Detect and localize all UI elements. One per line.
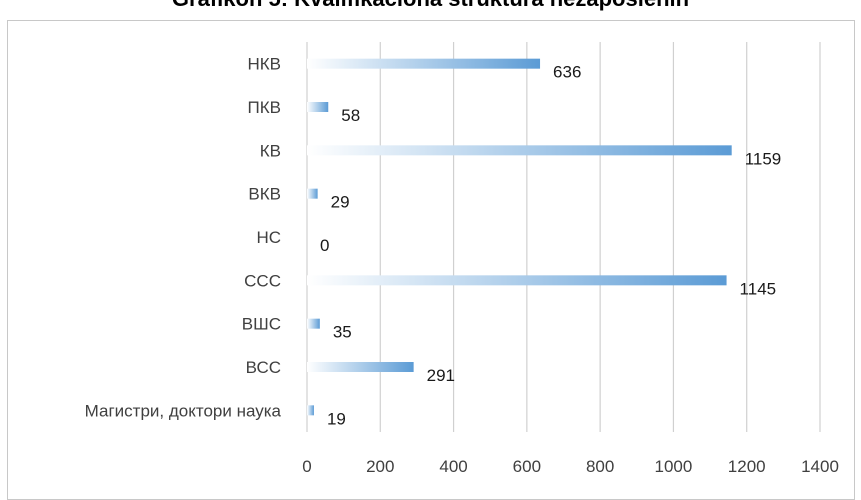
labels: 0 200 400 600 800 1000 1200 1400 НКВ 636 ПКВ 58 КВ 11… [85,55,839,476]
data-label: 1159 [745,149,782,168]
bar [307,145,732,156]
bar-chart: 0 200 400 600 800 1000 1200 1400 НКВ 636 ПКВ 58 КВ 11… [85,42,839,476]
bar [307,102,329,112]
bar [307,275,727,286]
category-label: НС [256,228,281,247]
data-label: 1145 [740,279,777,298]
category-label: ССС [244,271,281,290]
data-label: 58 [341,106,360,125]
category-label: НКВ [247,55,281,74]
x-tick-label: 800 [586,457,614,476]
bar [307,405,314,416]
data-label: 19 [327,409,346,428]
category-label: ВКВ [248,185,281,204]
gridlines [306,42,821,432]
category-label: ВШС [242,315,281,334]
bars [307,58,732,416]
data-label: 29 [331,193,350,212]
x-tick-label: 600 [513,457,541,476]
x-tick-label: 200 [366,457,394,476]
x-tick-label: 400 [439,457,467,476]
x-tick-label: 1000 [655,457,693,476]
bar [307,58,541,69]
category-label: КВ [260,141,281,160]
x-tick-label: 1200 [728,457,766,476]
category-label: ВСС [246,358,281,377]
bar [307,362,414,372]
category-label: Магистри, доктори наука [85,401,282,420]
data-label: 0 [320,236,329,255]
x-tick-label: 1400 [801,457,839,476]
data-label: 35 [333,323,352,342]
x-tick-label: 0 [302,457,311,476]
data-label: 636 [553,63,581,82]
bar [307,188,318,199]
chart-title-wrap: Grafikon 5: Kvalifikaciona struktura nez… [0,0,861,12]
bar [307,318,320,329]
data-label: 291 [427,366,455,385]
category-label: ПКВ [248,98,281,117]
chart-title: Grafikon 5: Kvalifikaciona struktura nez… [172,0,689,11]
